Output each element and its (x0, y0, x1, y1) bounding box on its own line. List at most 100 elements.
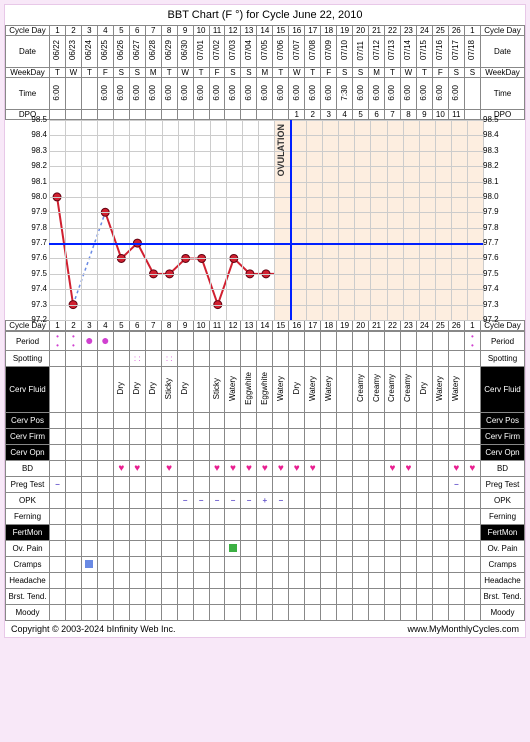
row-brst--tend-: Brst. Tend.Brst. Tend. (6, 589, 525, 605)
data-cell (81, 509, 97, 525)
row-label: Cramps (6, 557, 50, 573)
data-cell (321, 477, 337, 493)
data-cell: − (225, 493, 241, 509)
dpo-cell (241, 110, 257, 120)
data-cell (257, 525, 273, 541)
data-cell (145, 445, 161, 461)
data-cell: Sticky (209, 367, 225, 413)
dpo-cell (273, 110, 289, 120)
dpo-cell: 3 (321, 110, 337, 120)
data-cell (65, 573, 81, 589)
data-cell (177, 461, 193, 477)
data-cell (145, 573, 161, 589)
data-cell (241, 541, 257, 557)
row-label: FertMon (481, 525, 525, 541)
row-cerv-pos: Cerv PosCerv Pos (6, 413, 525, 429)
date-cell: 07/16 (432, 36, 448, 68)
data-cell (193, 429, 209, 445)
cycleDay-cell: 1 (464, 321, 480, 331)
weekday-cell: F (97, 68, 113, 78)
data-cell: ♥ (161, 461, 177, 477)
data-cell (257, 332, 273, 351)
data-cell (241, 413, 257, 429)
data-cell (321, 429, 337, 445)
row-label: Cerv Firm (6, 429, 50, 445)
time-cell: 6:00 (113, 78, 129, 110)
row-label: Cerv Firm (481, 429, 525, 445)
data-cell (177, 509, 193, 525)
data-cell (129, 429, 145, 445)
data-cell (369, 332, 385, 351)
data-cell (321, 541, 337, 557)
data-rows: Period••••●●••PeriodSpotting: :: :Spotti… (5, 331, 525, 621)
data-cell (209, 589, 225, 605)
data-cell (50, 541, 66, 557)
date-cell: 07/15 (416, 36, 432, 68)
data-cell (257, 429, 273, 445)
data-cell (385, 589, 401, 605)
row-label: Cerv Pos (481, 413, 525, 429)
data-cell (353, 557, 369, 573)
date-cell: 07/13 (385, 36, 401, 68)
dpo-cell (161, 110, 177, 120)
data-cell (161, 477, 177, 493)
weekday-label: WeekDay (6, 68, 50, 78)
dpo-cell: 6 (369, 110, 385, 120)
data-cell (145, 429, 161, 445)
cycleDay-cell: 13 (241, 26, 257, 36)
data-cell (273, 509, 289, 525)
dpo-cell (225, 110, 241, 120)
dpo-cell: 2 (305, 110, 321, 120)
dpo-cell: 4 (337, 110, 353, 120)
data-cell (448, 541, 464, 557)
data-cell (432, 429, 448, 445)
row-label: Ferning (6, 509, 50, 525)
copyright: Copyright © 2003-2024 bInfinity Web Inc. (11, 624, 176, 634)
data-cell: Dry (113, 367, 129, 413)
data-cell (177, 557, 193, 573)
data-cell (289, 525, 305, 541)
data-cell (129, 493, 145, 509)
data-cell: Watery (432, 367, 448, 413)
data-cell (113, 525, 129, 541)
chart-grid: OVULATION (49, 120, 483, 320)
data-cell: Dry (289, 367, 305, 413)
row-cerv-fluid: Cerv FluidDryDryDryStickyDryStickyWatery… (6, 367, 525, 413)
data-cell (209, 525, 225, 541)
data-cell (353, 413, 369, 429)
data-cell (321, 605, 337, 621)
data-cell (385, 557, 401, 573)
data-cell: − (241, 493, 257, 509)
data-cell (337, 525, 353, 541)
row-label: Period (481, 332, 525, 351)
weekday-cell: S (225, 68, 241, 78)
data-cell: − (177, 493, 193, 509)
data-cell (400, 541, 416, 557)
data-cell (65, 605, 81, 621)
data-cell (193, 413, 209, 429)
data-cell (97, 413, 113, 429)
data-cell (432, 445, 448, 461)
data-cell (321, 351, 337, 367)
data-cell: ♥ (305, 461, 321, 477)
weekday-cell: T (273, 68, 289, 78)
data-cell (305, 332, 321, 351)
data-cell (257, 557, 273, 573)
data-cell (161, 525, 177, 541)
data-cell (161, 605, 177, 621)
data-cell (241, 332, 257, 351)
data-cell (385, 525, 401, 541)
data-cell (97, 605, 113, 621)
data-cell (353, 589, 369, 605)
cycleDay-cell: 16 (289, 321, 305, 331)
dpo-row: DPO1234567891011DPO (6, 110, 525, 120)
data-cell (193, 332, 209, 351)
data-cell (97, 573, 113, 589)
data-cell (97, 461, 113, 477)
dpo-cell: 8 (400, 110, 416, 120)
data-cell (129, 573, 145, 589)
data-cell (225, 429, 241, 445)
data-cell (305, 413, 321, 429)
data-cell (225, 573, 241, 589)
weekday-cell: T (305, 68, 321, 78)
